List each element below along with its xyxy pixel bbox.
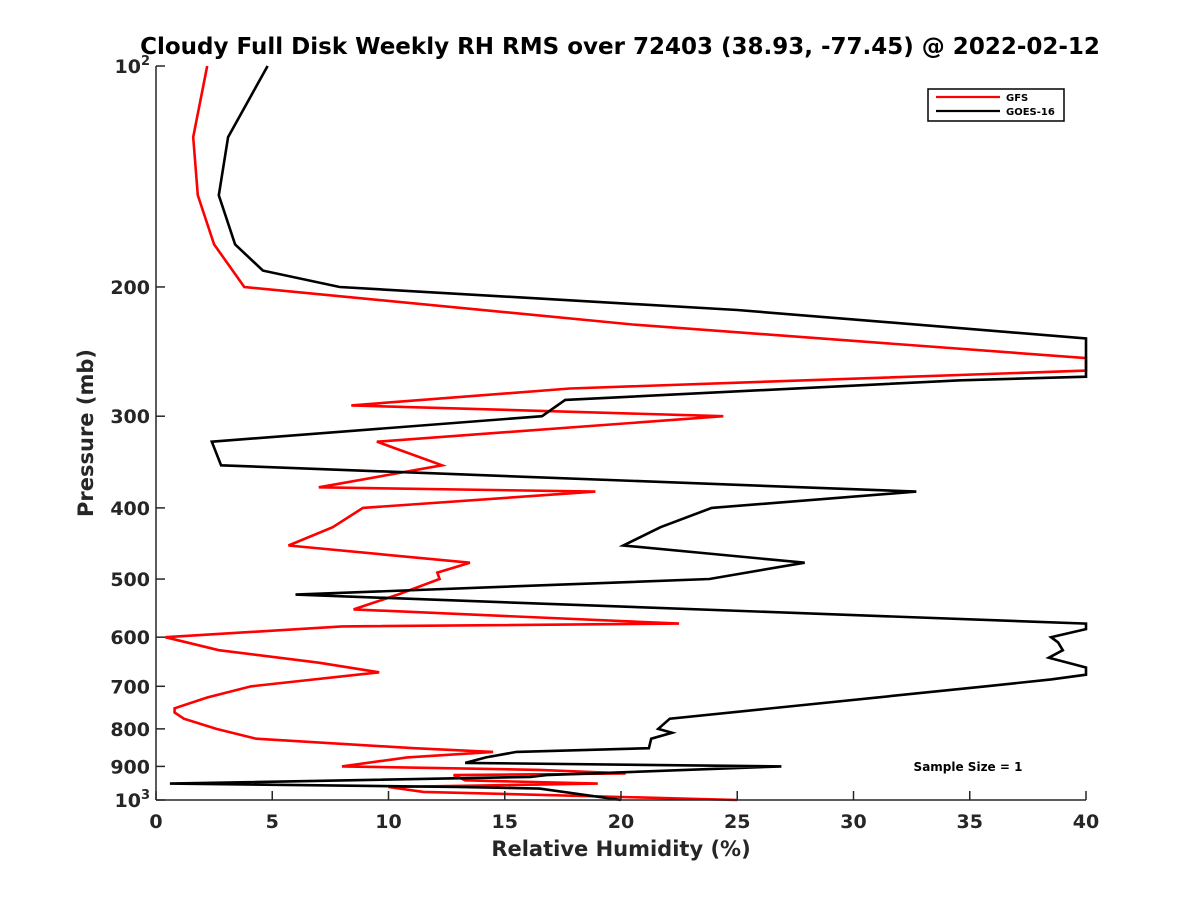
y-tick-label: 500: [110, 569, 150, 591]
sample-size-annotation: Sample Size = 1: [914, 760, 1023, 774]
y-tick-label: 400: [110, 498, 150, 520]
y-tick-label: 900: [110, 756, 150, 778]
y-tick-label: 102: [115, 54, 151, 78]
x-tick-label: 30: [840, 811, 866, 833]
x-tick-label: 40: [1073, 811, 1099, 833]
x-axis-ticks: 0 5 10 15 20 25 30 35 40: [149, 791, 1099, 833]
legend-label-gfs: GFS: [1006, 93, 1028, 104]
x-tick-label: 20: [608, 811, 634, 833]
plot-area: 0 5 10 15 20 25 30 35 40 102 200 300 400 500 600 700 80…: [110, 54, 1099, 833]
x-axis-label: Relative Humidity (%): [491, 837, 750, 861]
y-tick-label: 800: [110, 719, 150, 741]
x-tick-label: 5: [266, 811, 279, 833]
y-axis-ticks: 102 200 300 400 500 600 700 800 900 103: [110, 54, 165, 812]
y-tick-label: 700: [110, 676, 150, 698]
series-line-goes16: [169, 65, 1088, 802]
legend: GFS GOES-16: [927, 88, 1065, 122]
x-tick-label: 25: [724, 811, 750, 833]
x-tick-label: 10: [375, 811, 401, 833]
y-tick-label: 103: [115, 788, 151, 812]
y-tick-label: 300: [110, 406, 150, 428]
legend-label-goes16: GOES-16: [1006, 107, 1055, 118]
legend-box: [927, 88, 1065, 122]
x-tick-label: 15: [492, 811, 518, 833]
x-tick-label: 35: [957, 811, 983, 833]
series-line-gfs: [164, 65, 1088, 802]
y-axis-label: Pressure (mb): [74, 349, 98, 517]
y-tick-label: 200: [110, 277, 150, 299]
x-tick-label: 0: [149, 811, 162, 833]
chart-title: Cloudy Full Disk Weekly RH RMS over 7240…: [140, 34, 1100, 60]
series-layer: [164, 65, 1088, 802]
y-tick-label: 600: [110, 627, 150, 649]
